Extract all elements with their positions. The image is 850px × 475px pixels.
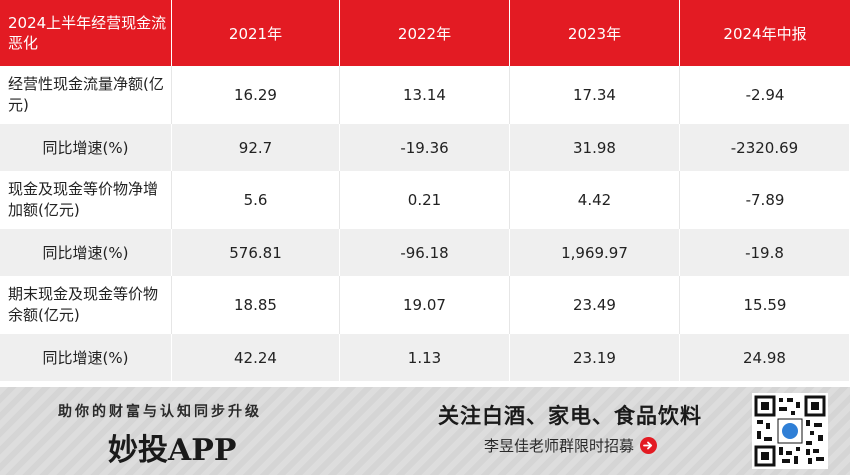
table-cell: 23.19 [510, 334, 680, 381]
table-cell: -19.36 [340, 124, 510, 171]
table-cell: 42.24 [172, 334, 340, 381]
table-row: 现金及现金等价物净增加额(亿元) 5.6 0.21 4.42 -7.89 [0, 171, 850, 229]
row-label: 期末现金及现金等价物余额(亿元) [0, 276, 172, 334]
promo-banner[interactable]: 助你的财富与认知同步升级 妙投APP 关注白酒、家电、食品饮料 李昱佳老师群限时… [0, 387, 850, 475]
table-cell: 15.59 [680, 276, 850, 334]
table-cell: 0.21 [340, 171, 510, 229]
table-cell: 17.34 [510, 66, 680, 124]
table-cell: 24.98 [680, 334, 850, 381]
table-cell: 13.14 [340, 66, 510, 124]
recruit-text: 李昱佳老师群限时招募 [484, 437, 635, 455]
table-cell: -7.89 [680, 171, 850, 229]
arrow-right-circle-icon [640, 437, 658, 454]
brand-logo-text: 妙投APP [108, 433, 237, 468]
row-label: 同比增速(%) [0, 124, 172, 171]
header-2022: 2022年 [340, 0, 510, 66]
banner-slogan: 助你的财富与认知同步升级 [58, 404, 262, 420]
cashflow-table: 2024上半年经营现金流恶化 2021年 2022年 2023年 2024年中报… [0, 0, 850, 381]
table-cell: -19.8 [680, 229, 850, 276]
table-cell: -96.18 [340, 229, 510, 276]
table-cell: 18.85 [172, 276, 340, 334]
table-row: 同比增速(%) 42.24 1.13 23.19 24.98 [0, 334, 850, 381]
table-cell: 19.07 [340, 276, 510, 334]
qr-code-icon[interactable] [752, 393, 828, 469]
table-cell: 4.42 [510, 171, 680, 229]
banner-texture [0, 387, 850, 475]
table-cell: 1,969.97 [510, 229, 680, 276]
row-label: 同比增速(%) [0, 334, 172, 381]
table-cell: -2320.69 [680, 124, 850, 171]
table-cell: 31.98 [510, 124, 680, 171]
table-header-row: 2024上半年经营现金流恶化 2021年 2022年 2023年 2024年中报 [0, 0, 850, 66]
table-cell: 23.49 [510, 276, 680, 334]
table-cell: -2.94 [680, 66, 850, 124]
row-label: 现金及现金等价物净增加额(亿元) [0, 171, 172, 229]
table-row: 经营性现金流量净额(亿元) 16.29 13.14 17.34 -2.94 [0, 66, 850, 124]
row-label: 同比增速(%) [0, 229, 172, 276]
table-cell: 1.13 [340, 334, 510, 381]
table-cell: 16.29 [172, 66, 340, 124]
header-2021: 2021年 [172, 0, 340, 66]
recruit-link[interactable]: 李昱佳老师群限时招募 [484, 435, 658, 456]
table-cell: 576.81 [172, 229, 340, 276]
banner-follow-text: 关注白酒、家电、食品饮料 [438, 404, 702, 428]
table-row: 期末现金及现金等价物余额(亿元) 18.85 19.07 23.49 15.59 [0, 276, 850, 334]
table-cell: 92.7 [172, 124, 340, 171]
header-2024h1: 2024年中报 [680, 0, 850, 66]
table-cell: 5.6 [172, 171, 340, 229]
header-2023: 2023年 [510, 0, 680, 66]
header-title-cell: 2024上半年经营现金流恶化 [0, 0, 172, 66]
row-label: 经营性现金流量净额(亿元) [0, 66, 172, 124]
table-row: 同比增速(%) 92.7 -19.36 31.98 -2320.69 [0, 124, 850, 171]
table-row: 同比增速(%) 576.81 -96.18 1,969.97 -19.8 [0, 229, 850, 276]
